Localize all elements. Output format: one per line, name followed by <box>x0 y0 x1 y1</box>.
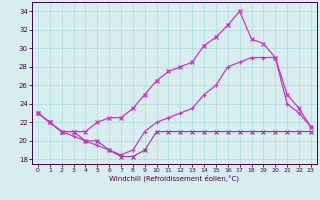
X-axis label: Windchill (Refroidissement éolien,°C): Windchill (Refroidissement éolien,°C) <box>109 175 239 182</box>
